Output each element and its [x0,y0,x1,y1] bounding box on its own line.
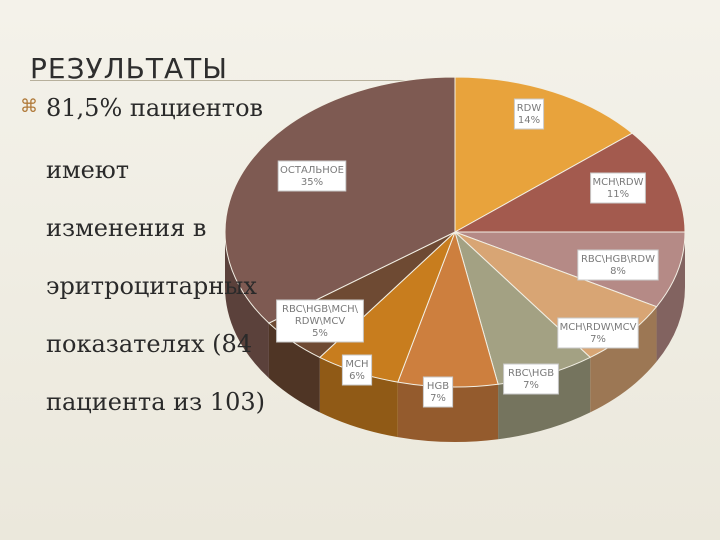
data-label-name: RBC\HGB [508,368,554,379]
bullet-icon: ⌘ [20,96,38,117]
data-label-name: MCH\RDW [592,177,643,188]
pie-side-mch [319,357,398,438]
data-label-value: 8% [610,266,626,277]
data-label-box [276,299,364,343]
data-label-value: 7% [590,334,606,345]
pie-side-rbc-hgb-mch-rdw-mcv [268,323,320,413]
pie-side-rbc-hgb [498,357,591,440]
data-label-box [277,160,347,192]
data-label-value: 6% [349,371,365,382]
title-divider [30,80,450,81]
data-label-box [341,354,373,386]
pie-slice-rdw [454,76,634,233]
pie-side-mch-rdw-mcv [590,306,657,413]
bullet-text-line-3: изменения в [46,214,207,242]
data-label-box [577,249,659,281]
bullet-text-line-1: 81,5% пациентов [46,94,264,122]
data-label-name: HGB [427,381,449,392]
data-label-name: RBC\HGB\MCH\ [282,304,359,315]
pie-side-остальное [225,232,269,379]
data-label-name: RBC\HGB\RDW [581,254,655,265]
data-label-name: RDW [517,103,542,114]
data-label-name: MCH\RDW\MCV [560,322,637,333]
bullet-text-line-2: имеют [46,156,130,184]
bullet-text-line-4: эритроцитарных [46,272,257,300]
data-label-box [503,363,559,395]
pie-slice-остальное [224,76,456,324]
bullet-text-line-5: показателях (84 [46,330,253,358]
data-label-name: MCH [345,359,368,370]
data-label-box [557,317,639,349]
data-label-value: 35% [301,177,323,188]
bullet-text-line-6: пациента из 103) [46,388,266,416]
pie-side-hgb [397,382,499,443]
data-label-box [422,376,454,408]
pie-3d-sides [225,232,685,443]
data-label-value: 11% [607,189,629,200]
data-label-name: RDW\MCV [295,316,346,327]
data-label-box [590,172,646,204]
data-label-value: 7% [430,393,446,404]
data-label-box [513,98,545,130]
data-label-name: ОСТАЛЬНОЕ [280,165,344,176]
slide-title: РЕЗУЛЬТАТЫ [30,52,228,85]
data-label-value: 7% [523,380,539,391]
pie-slice-mch-rdw [453,132,686,233]
pie-side-rbc-hgb-rdw [656,232,685,362]
data-label-value: 14% [518,115,540,126]
data-label-value: 5% [312,328,328,339]
